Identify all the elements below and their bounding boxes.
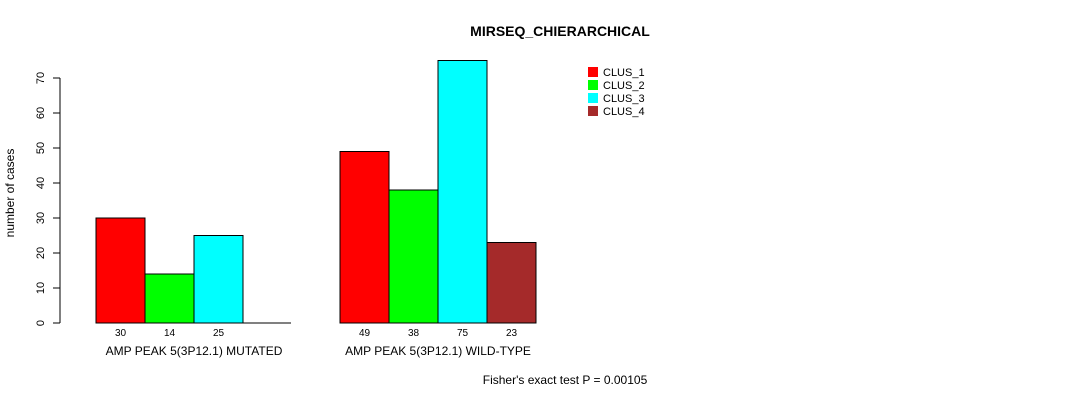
chart-title: MIRSEQ_CHIERARCHICAL xyxy=(470,23,650,39)
y-tick-label: 30 xyxy=(35,212,47,224)
legend-label: CLUS_4 xyxy=(603,106,645,118)
y-tick-label: 70 xyxy=(35,72,47,84)
legend-swatch xyxy=(588,106,598,116)
y-axis-label: number of cases xyxy=(3,149,17,238)
legend-swatch xyxy=(588,67,598,77)
y-tick-label: 50 xyxy=(35,142,47,154)
bar-clus-1 xyxy=(95,217,146,324)
bar-clus-3 xyxy=(437,60,488,324)
bar-clus-2 xyxy=(388,189,439,324)
bar-value-label: 14 xyxy=(164,328,176,339)
legend-label: CLUS_2 xyxy=(603,80,645,92)
bar-clus-3 xyxy=(193,235,244,324)
legend-swatch xyxy=(588,93,598,103)
y-tick-label: 60 xyxy=(35,107,47,119)
bar-value-label: 30 xyxy=(115,328,127,339)
legend-swatch xyxy=(588,80,598,90)
bar-value-label: 49 xyxy=(359,328,371,339)
bar-value-label: 38 xyxy=(408,328,420,339)
group-label: AMP PEAK 5(3P12.1) MUTATED xyxy=(106,344,283,358)
legend-label: CLUS_3 xyxy=(603,93,645,105)
group-label: AMP PEAK 5(3P12.1) WILD-TYPE xyxy=(345,344,531,358)
bar-clus-4 xyxy=(486,242,537,324)
y-tick-label: 20 xyxy=(35,247,47,259)
bar-value-label: 75 xyxy=(457,328,469,339)
fisher-test-annotation: Fisher's exact test P = 0.00105 xyxy=(483,373,648,387)
bar-clus-2 xyxy=(144,273,195,324)
bar-value-label: 25 xyxy=(213,328,225,339)
legend-label: CLUS_1 xyxy=(603,67,645,79)
bar-clus-1 xyxy=(339,151,390,324)
y-tick-label: 40 xyxy=(35,177,47,189)
bar-value-label: 23 xyxy=(506,328,518,339)
y-tick-label: 0 xyxy=(35,320,47,326)
y-tick-label: 10 xyxy=(35,282,47,294)
